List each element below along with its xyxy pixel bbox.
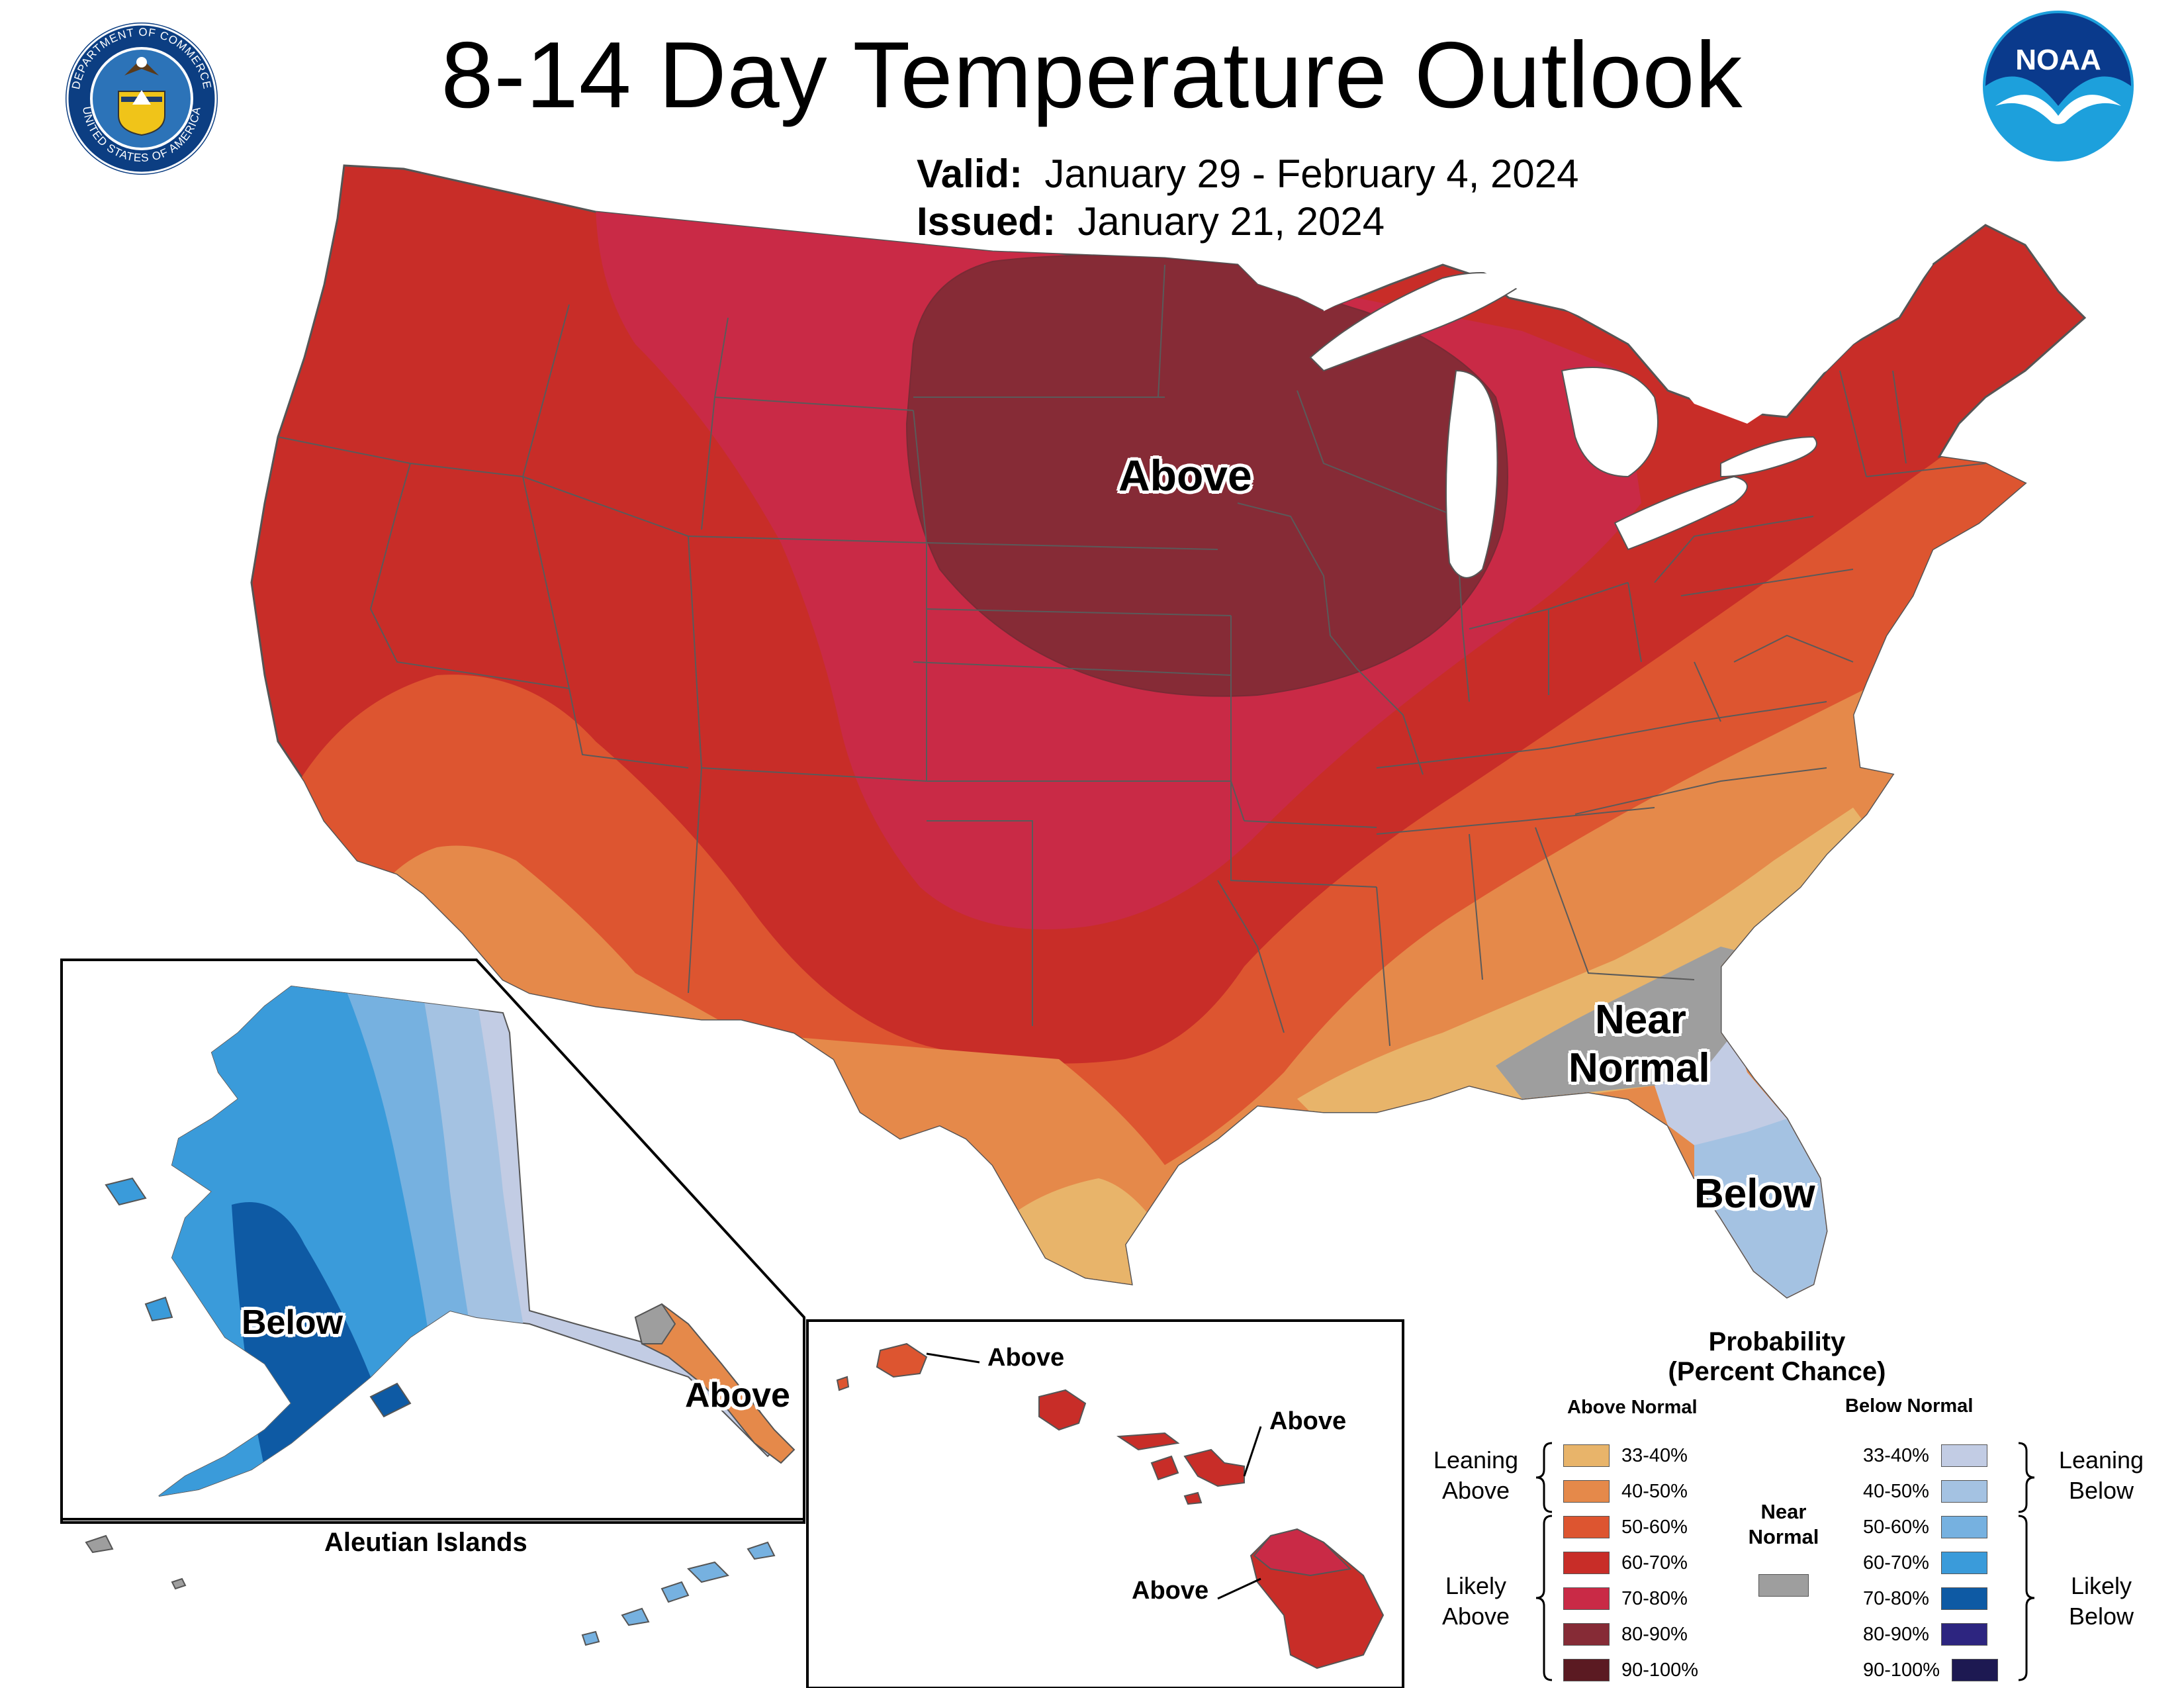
legend-title: Probability (Percent Chance) bbox=[1621, 1327, 1933, 1387]
legend-below-swatch bbox=[1940, 1587, 1987, 1610]
legend-below-header: Below Normal bbox=[1845, 1395, 1974, 1417]
legend-below-row: 33-40% bbox=[1863, 1443, 1987, 1468]
legend-near-normal-swatch bbox=[1758, 1574, 1809, 1597]
aleutian-islands-label: Aleutian Islands bbox=[324, 1528, 527, 1557]
canada-cutout bbox=[1324, 252, 1933, 424]
legend-below-swatch bbox=[1952, 1659, 1999, 1681]
legend-leaning-above: Leaning Above bbox=[1416, 1445, 1535, 1506]
valid-label: Valid: bbox=[917, 152, 1023, 196]
legend-above-swatch bbox=[1563, 1623, 1610, 1646]
legend-below-swatch bbox=[1940, 1623, 1987, 1646]
hawaii-above-maui-label: Above bbox=[1269, 1407, 1347, 1435]
leaning-below-line2: Below bbox=[2068, 1477, 2134, 1504]
doc-seal-text: DEPARTMENT OF COMMERCE UNITED STATES OF … bbox=[69, 26, 213, 164]
legend-above-range: 80-90% bbox=[1621, 1623, 1688, 1645]
page-title: 8-14 Day Temperature Outlook bbox=[441, 23, 1743, 128]
legend-above-range: 90-100% bbox=[1621, 1659, 1699, 1681]
legend-title-line2: (Percent Chance) bbox=[1668, 1357, 1886, 1386]
brace-leaning-below bbox=[2018, 1442, 2035, 1513]
legend-above-header: Above Normal bbox=[1567, 1397, 1698, 1418]
near-normal-label-2: Normal bbox=[1569, 1045, 1710, 1091]
valid-value: January 29 - February 4, 2024 bbox=[1044, 152, 1579, 196]
conus-above-label: Above bbox=[1118, 451, 1252, 500]
brace-likely-below bbox=[2018, 1515, 2035, 1681]
alaska-below-label: Below bbox=[242, 1303, 343, 1342]
legend-above-row: 90-100% bbox=[1563, 1658, 1698, 1683]
doc-seal-icon bbox=[66, 23, 218, 175]
legend-above-swatch bbox=[1563, 1480, 1610, 1503]
legend-below-range: 80-90% bbox=[1863, 1623, 1929, 1645]
leaning-below-line1: Leaning bbox=[2058, 1446, 2144, 1474]
legend-likely-above: Likely Above bbox=[1416, 1571, 1535, 1632]
noaa-logo-icon: NOAA bbox=[1983, 11, 2134, 162]
likely-below-line1: Likely bbox=[2070, 1572, 2132, 1599]
lake-michigan bbox=[1445, 369, 1498, 579]
legend-title-line1: Probability bbox=[1708, 1327, 1846, 1356]
issued-label: Issued: bbox=[917, 199, 1056, 244]
issued-value: January 21, 2024 bbox=[1077, 199, 1385, 244]
legend-below-range: 40-50% bbox=[1863, 1480, 1929, 1502]
legend-near-normal-label: Near Normal bbox=[1741, 1499, 1827, 1550]
alaska-above-label: Above bbox=[685, 1376, 790, 1415]
legend-above-range: 70-80% bbox=[1621, 1587, 1688, 1609]
likely-below-line2: Below bbox=[2068, 1603, 2134, 1630]
legend-above-swatch bbox=[1563, 1659, 1610, 1681]
legend-below-row: 40-50% bbox=[1863, 1479, 1987, 1504]
legend-above-range: 40-50% bbox=[1621, 1480, 1688, 1502]
legend-above-row: 60-70% bbox=[1563, 1550, 1688, 1575]
likely-above-line1: Likely bbox=[1445, 1572, 1507, 1599]
leaning-above-line1: Leaning bbox=[1433, 1446, 1519, 1474]
valid-line: Valid: January 29 - February 4, 2024 bbox=[917, 151, 1579, 197]
legend-below-row: 80-90% bbox=[1863, 1622, 1987, 1647]
near-normal-line2: Normal bbox=[1748, 1525, 1819, 1548]
legend-below-range: 60-70% bbox=[1863, 1552, 1929, 1573]
hawaii-above-big-island-label: Above bbox=[1132, 1577, 1209, 1605]
noaa-text: NOAA bbox=[2015, 44, 2101, 76]
legend-above-range: 33-40% bbox=[1621, 1444, 1688, 1466]
conus-below-label: Below bbox=[1694, 1171, 1815, 1217]
likely-above-line2: Above bbox=[1441, 1603, 1510, 1630]
legend-likely-below: Likely Below bbox=[2042, 1571, 2161, 1632]
lake-huron bbox=[1561, 367, 1659, 478]
legend-above-row: 70-80% bbox=[1563, 1586, 1688, 1611]
legend-above-swatch bbox=[1563, 1552, 1610, 1574]
leaning-above-line2: Above bbox=[1441, 1477, 1510, 1504]
legend-below-range: 33-40% bbox=[1863, 1444, 1929, 1466]
legend-above-swatch bbox=[1563, 1444, 1610, 1467]
legend-above-swatch bbox=[1563, 1587, 1610, 1610]
near-normal-line1: Near bbox=[1760, 1500, 1807, 1523]
legend-above-row: 80-90% bbox=[1563, 1622, 1688, 1647]
legend-above-row: 40-50% bbox=[1563, 1479, 1688, 1504]
legend-below-swatch bbox=[1940, 1480, 1987, 1503]
legend-leaning-below: Leaning Below bbox=[2042, 1445, 2161, 1506]
legend-above-row: 50-60% bbox=[1563, 1515, 1688, 1540]
legend-below-range: 70-80% bbox=[1863, 1587, 1929, 1609]
legend-below-swatch bbox=[1940, 1516, 1987, 1538]
legend-below-range: 90-100% bbox=[1863, 1659, 1940, 1681]
legend-below-row: 60-70% bbox=[1863, 1550, 1987, 1575]
lake-erie bbox=[1614, 475, 1748, 551]
legend-below-row: 90-100% bbox=[1863, 1658, 1999, 1683]
hawaii-above-kauai-label: Above bbox=[987, 1344, 1065, 1372]
near-normal-label-1: Near bbox=[1595, 997, 1686, 1043]
legend-above-range: 60-70% bbox=[1621, 1552, 1688, 1573]
legend-below-swatch bbox=[1940, 1444, 1987, 1467]
legend-below-swatch bbox=[1940, 1552, 1987, 1574]
legend-below-range: 50-60% bbox=[1863, 1516, 1929, 1538]
legend-below-row: 70-80% bbox=[1863, 1586, 1987, 1611]
lake-ontario bbox=[1720, 436, 1817, 478]
legend-above-swatch bbox=[1563, 1516, 1610, 1538]
issued-line: Issued: January 21, 2024 bbox=[917, 199, 1385, 244]
legend-above-row: 33-40% bbox=[1563, 1443, 1688, 1468]
brace-leaning-above bbox=[1535, 1442, 1553, 1513]
legend-below-row: 50-60% bbox=[1863, 1515, 1987, 1540]
brace-likely-above bbox=[1535, 1515, 1553, 1681]
legend-above-range: 50-60% bbox=[1621, 1516, 1688, 1538]
